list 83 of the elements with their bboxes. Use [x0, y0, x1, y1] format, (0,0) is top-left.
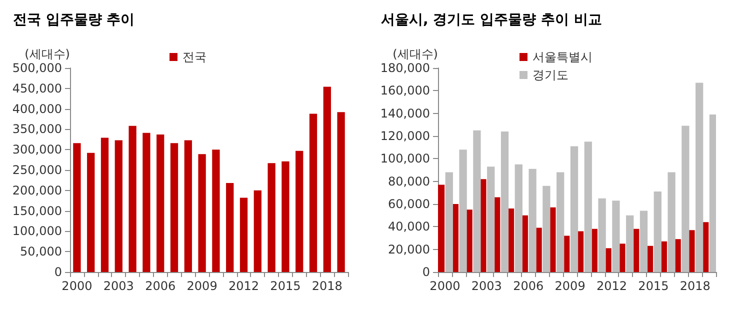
bar — [696, 82, 704, 272]
y-tick-label: 100,000 — [380, 152, 430, 166]
bar — [682, 126, 690, 272]
bar — [598, 198, 606, 272]
legend-label: 서울특별시 — [532, 50, 592, 64]
x-tick-label: 2003 — [471, 279, 502, 293]
x-tick-label: 2015 — [270, 279, 301, 293]
y-axis-title: (세대수) — [24, 47, 70, 61]
y-tick-label: 20,000 — [388, 242, 430, 256]
y-tick-label: 160,000 — [380, 84, 430, 98]
y-tick-label: 100,000 — [12, 224, 62, 238]
bar — [459, 150, 467, 272]
y-tick-label: 0 — [422, 265, 430, 279]
bar — [226, 183, 234, 272]
bar — [438, 184, 445, 272]
bar — [514, 164, 522, 272]
bar — [626, 215, 634, 272]
bar — [296, 150, 304, 272]
bar — [473, 130, 481, 272]
x-tick-label: 2000 — [62, 279, 92, 293]
y-tick-label: 450,000 — [12, 81, 62, 96]
bar — [212, 150, 220, 272]
y-tick-label: 40,000 — [388, 220, 430, 234]
bar — [323, 86, 331, 272]
bar — [612, 200, 620, 272]
x-tick-label: 2015 — [638, 279, 669, 293]
bar — [198, 154, 206, 272]
x-tick-label: 2018 — [680, 279, 710, 293]
chart-title: 전국 입주물량 추이 — [13, 12, 135, 28]
x-tick-label: 2018 — [312, 279, 342, 293]
y-tick-label: 200,000 — [12, 183, 62, 198]
x-tick-label: 2009 — [554, 279, 586, 293]
bar — [100, 138, 109, 272]
bar — [73, 143, 81, 272]
bar — [640, 210, 648, 272]
y-tick-label: 80,000 — [388, 174, 430, 188]
bar — [254, 190, 262, 272]
bar — [184, 140, 192, 272]
bar — [240, 198, 248, 272]
bar — [500, 131, 509, 272]
x-tick-label: 2012 — [596, 279, 628, 293]
bar — [668, 172, 676, 272]
bar — [142, 132, 150, 272]
x-tick-label: 2000 — [430, 279, 460, 293]
x-tick-label: 2003 — [103, 279, 134, 293]
bar — [445, 172, 453, 272]
bar — [654, 192, 662, 272]
bar — [337, 112, 345, 272]
y-tick-label: 60,000 — [388, 197, 430, 211]
bar — [170, 143, 178, 272]
bar — [282, 161, 290, 272]
bar — [156, 134, 164, 272]
y-tick-label: 180,000 — [380, 61, 430, 75]
y-tick-label: 350,000 — [12, 122, 62, 136]
bar — [570, 146, 578, 272]
y-axis-title: (세대수) — [392, 47, 438, 61]
bar — [584, 142, 592, 272]
bar — [542, 186, 550, 272]
y-tick-label: 300,000 — [12, 142, 62, 157]
bar — [128, 126, 136, 272]
bar — [309, 114, 318, 272]
bar — [487, 166, 495, 272]
y-tick-label: 500,000 — [12, 61, 62, 75]
y-tick-label: 400,000 — [12, 102, 62, 116]
bar — [556, 172, 564, 272]
x-tick-label: 2009 — [186, 279, 218, 293]
x-tick-label: 2006 — [513, 279, 544, 293]
y-tick-label: 250,000 — [12, 163, 62, 177]
y-tick-label: 50,000 — [20, 244, 62, 259]
legend-label: 경기도 — [532, 68, 568, 82]
chart-title: 서울시, 경기도 입주물량 추이 비교 — [381, 12, 602, 28]
x-tick-label: 2012 — [228, 279, 260, 293]
bar — [709, 114, 716, 272]
bar — [114, 140, 122, 272]
legend-label: 전국 — [182, 50, 206, 64]
y-tick-label: 0 — [54, 265, 62, 279]
bar — [528, 168, 536, 272]
y-tick-label: 140,000 — [380, 106, 430, 120]
bar — [87, 152, 95, 272]
y-tick-label: 150,000 — [12, 204, 62, 218]
bar — [268, 163, 276, 272]
x-tick-label: 2006 — [145, 279, 176, 293]
y-tick-label: 120,000 — [380, 129, 430, 143]
